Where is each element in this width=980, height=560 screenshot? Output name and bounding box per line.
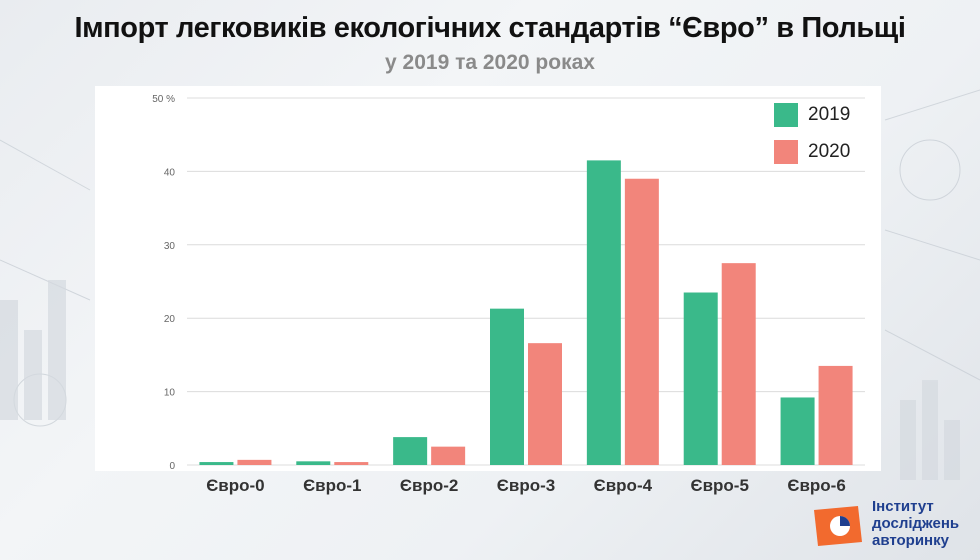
bar-2020-3	[528, 343, 562, 465]
bar-2019-0	[199, 462, 234, 465]
bar-2020-1	[334, 462, 369, 465]
bar-2020-0	[237, 459, 272, 465]
bar-2020-5	[721, 263, 756, 465]
x-tick-label: Євро-4	[593, 476, 653, 495]
x-tick-label: Євро-2	[399, 476, 459, 495]
y-tick-label: 10	[164, 388, 176, 399]
x-tick-label: Євро-3	[496, 476, 556, 495]
chart-subtitle: у 2019 та 2020 роках	[385, 51, 595, 74]
y-tick-label: 40	[164, 167, 176, 178]
bar-2019-1	[296, 461, 331, 465]
logo-text: Інститут досліджень авторинку	[872, 498, 959, 549]
legend-label-2019: 2019	[808, 104, 851, 125]
legend-item-2019: 2019	[774, 103, 850, 127]
legend-label-2020: 2020	[808, 141, 851, 162]
bar-2019-5	[683, 292, 718, 465]
x-tick-label: Євро-1	[303, 476, 362, 495]
legend-swatch-2020	[774, 140, 798, 164]
bar-2020-6	[818, 365, 853, 465]
chart-panel: 0 10 20 30 40 50 %	[95, 86, 881, 471]
bar-2019-4	[586, 160, 621, 465]
logo-icon	[814, 506, 862, 546]
bar-2020-2	[431, 446, 466, 465]
logo-text-line2: досліджень	[872, 515, 960, 532]
y-tick-label: 50 %	[152, 94, 175, 105]
bar-2019-6	[780, 397, 815, 465]
chart-title: Імпорт легковиків екологічних стандартів…	[74, 12, 906, 44]
x-tick-label: Євро-5	[690, 476, 749, 495]
y-tick-label: 0	[169, 461, 175, 471]
y-tick-label: 30	[164, 241, 176, 252]
legend: 2019 2020	[774, 103, 850, 177]
institute-logo: Інститут досліджень авторинку	[812, 498, 972, 553]
logo-text-line3: авторинку	[872, 532, 949, 549]
logo-text-line1: Інститут	[872, 498, 934, 515]
y-tick-label: 20	[164, 314, 176, 325]
legend-swatch-2019	[774, 103, 798, 127]
x-axis-labels: Євро-0 Євро-1 Євро-2 Євро-3 Євро-4 Євро-5 Євро…	[0, 476, 980, 500]
bar-2019-3	[490, 308, 524, 465]
bar-2019-2	[393, 437, 428, 465]
bar-2020-4	[624, 178, 659, 465]
legend-item-2020: 2020	[774, 140, 850, 164]
bar-chart: 0 10 20 30 40 50 %	[152, 94, 865, 471]
x-tick-label: Євро-6	[787, 476, 846, 495]
x-tick-label: Євро-0	[206, 476, 265, 495]
